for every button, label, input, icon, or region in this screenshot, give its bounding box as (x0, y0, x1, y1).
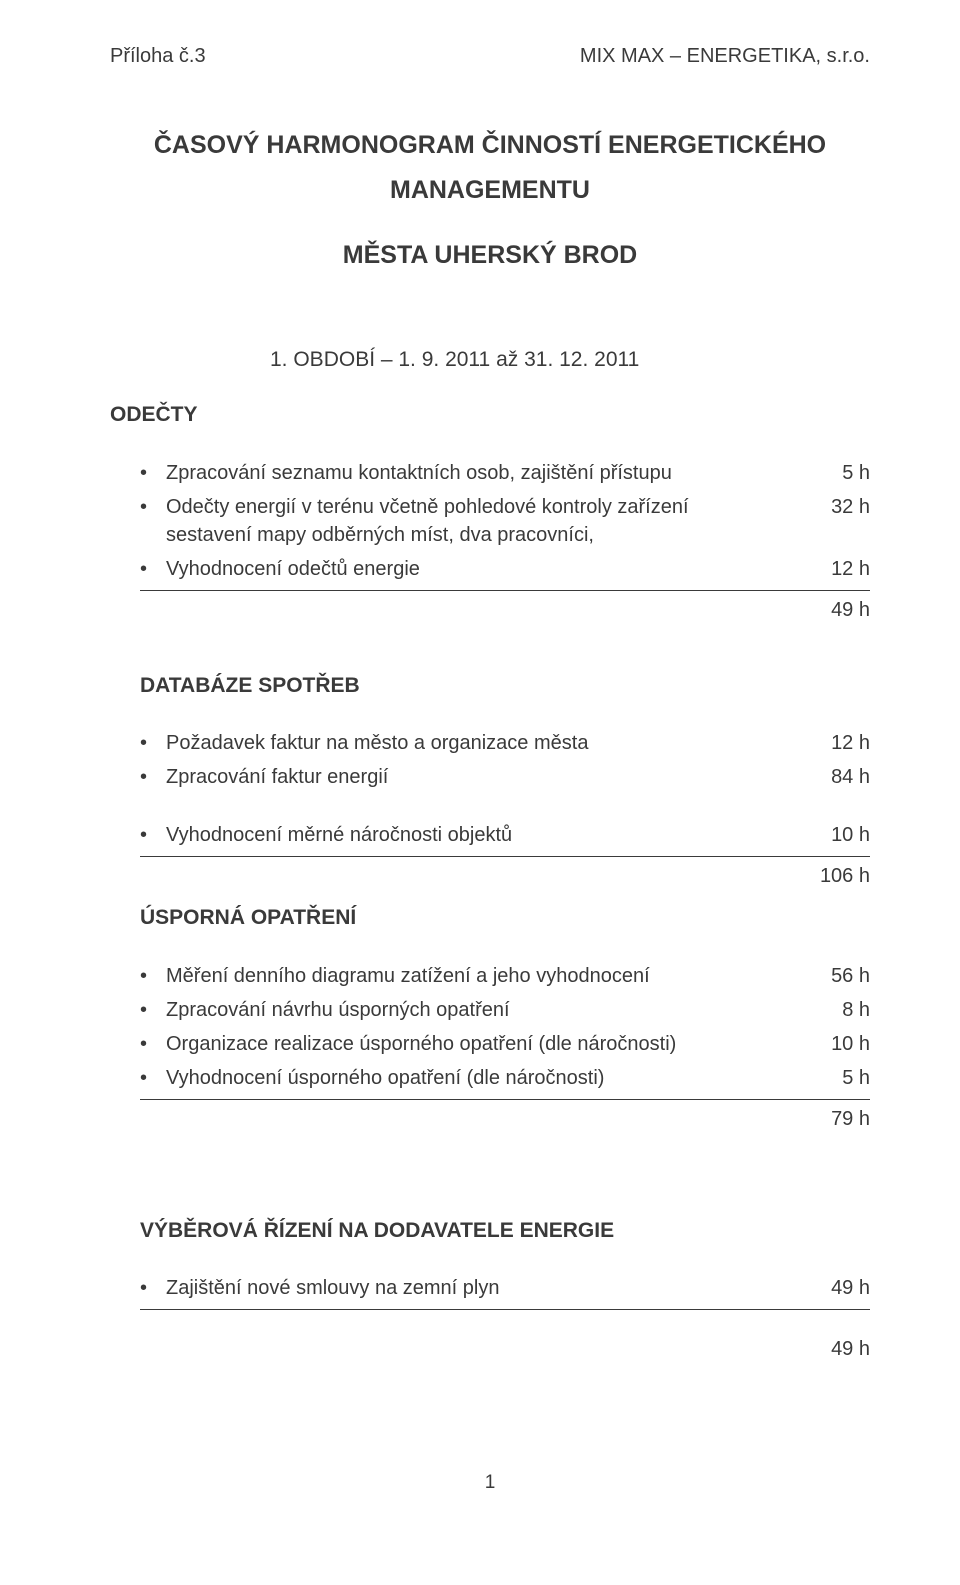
bullet-icon: • (140, 1274, 166, 1302)
item-label: Zpracování seznamu kontaktních osob, zaj… (166, 459, 800, 487)
section-heading-databaze: DATABÁZE SPOTŘEB (140, 671, 870, 700)
list-item: • Zpracování faktur energií 84 h (140, 760, 870, 794)
total-value: 106 h (800, 862, 870, 890)
page-number: 1 (110, 1470, 870, 1497)
doc-title-line1: ČASOVÝ HARMONOGRAM ČINNOSTÍ ENERGETICKÉH… (110, 128, 870, 163)
item-label: Odečty energií v terénu včetně pohledové… (166, 493, 800, 549)
item-label: Organizace realizace úsporného opatření … (166, 1030, 800, 1058)
list-item: • Vyhodnocení měrné náročnosti objektů 1… (140, 818, 870, 852)
divider (140, 1309, 870, 1310)
page-header: Příloha č.3 MIX MAX – ENERGETIKA, s.r.o. (110, 42, 870, 70)
total-value: 49 h (800, 596, 870, 624)
bullet-icon: • (140, 1064, 166, 1092)
databaze-list-a: • Požadavek faktur na město a organizace… (140, 726, 870, 794)
bullet-icon: • (140, 493, 166, 521)
item-value: 12 h (800, 729, 870, 757)
section-heading-vyberova: VÝBĚROVÁ ŘÍZENÍ NA DODAVATELE ENERGIE (140, 1216, 870, 1245)
item-value: 56 h (800, 962, 870, 990)
bullet-icon: • (140, 821, 166, 849)
item-label: Vyhodnocení měrné náročnosti objektů (166, 821, 800, 849)
total-value: 79 h (800, 1105, 870, 1133)
item-value: 5 h (800, 459, 870, 487)
item-label: Zpracování faktur energií (166, 763, 800, 791)
list-item: • Vyhodnocení úsporného opatření (dle ná… (140, 1061, 870, 1095)
item-value: 10 h (800, 1030, 870, 1058)
doc-title-line2: MANAGEMENTU (110, 173, 870, 208)
usporna-total: 79 h (140, 1102, 870, 1136)
list-item: • Odečty energií v terénu včetně pohledo… (140, 490, 870, 552)
divider (140, 856, 870, 857)
total-value: 49 h (800, 1335, 870, 1363)
databaze-total: 106 h (140, 859, 870, 893)
vyberova-list: • Zajištění nové smlouvy na zemní plyn 4… (140, 1271, 870, 1305)
item-value: 84 h (800, 763, 870, 791)
odecty-list: • Zpracování seznamu kontaktních osob, z… (140, 456, 870, 586)
section-heading-odecty: ODEČTY (110, 400, 870, 429)
item-value: 5 h (800, 1064, 870, 1092)
bullet-icon: • (140, 996, 166, 1024)
list-item: • Požadavek faktur na město a organizace… (140, 726, 870, 760)
list-item: • Vyhodnocení odečtů energie 12 h (140, 552, 870, 586)
item-label: Měření denního diagramu zatížení a jeho … (166, 962, 800, 990)
bullet-icon: • (140, 763, 166, 791)
databaze-list-b: • Vyhodnocení měrné náročnosti objektů 1… (140, 818, 870, 852)
item-label: Zajištění nové smlouvy na zemní plyn (166, 1274, 800, 1302)
bullet-icon: • (140, 962, 166, 990)
item-label: Zpracování návrhu úsporných opatření (166, 996, 800, 1024)
bullet-icon: • (140, 555, 166, 583)
list-item: • Měření denního diagramu zatížení a jeh… (140, 959, 870, 993)
bullet-icon: • (140, 1030, 166, 1058)
item-label: Vyhodnocení úsporného opatření (dle náro… (166, 1064, 800, 1092)
usporna-list: • Měření denního diagramu zatížení a jeh… (140, 959, 870, 1095)
odecty-total: 49 h (140, 593, 870, 627)
header-right: MIX MAX – ENERGETIKA, s.r.o. (580, 42, 870, 70)
list-item: • Zpracování návrhu úsporných opatření 8… (140, 993, 870, 1027)
list-item: • Zpracování seznamu kontaktních osob, z… (140, 456, 870, 490)
list-item: • Organizace realizace úsporného opatřen… (140, 1027, 870, 1061)
item-value: 10 h (800, 821, 870, 849)
item-value: 32 h (800, 493, 870, 521)
bullet-icon: • (140, 459, 166, 487)
divider (140, 590, 870, 591)
bullet-icon: • (140, 729, 166, 757)
period-heading: 1. OBDOBÍ – 1. 9. 2011 až 31. 12. 2011 (270, 345, 870, 374)
doc-subtitle: MĚSTA UHERSKÝ BROD (110, 238, 870, 273)
item-label: Požadavek faktur na město a organizace m… (166, 729, 800, 757)
item-value: 12 h (800, 555, 870, 583)
list-item: • Zajištění nové smlouvy na zemní plyn 4… (140, 1271, 870, 1305)
header-left: Příloha č.3 (110, 42, 206, 70)
item-label: Vyhodnocení odečtů energie (166, 555, 800, 583)
section-heading-usporna: ÚSPORNÁ OPATŘENÍ (140, 903, 870, 932)
item-value: 49 h (800, 1274, 870, 1302)
divider (140, 1099, 870, 1100)
item-value: 8 h (800, 996, 870, 1024)
vyberova-total: 49 h (140, 1332, 870, 1366)
